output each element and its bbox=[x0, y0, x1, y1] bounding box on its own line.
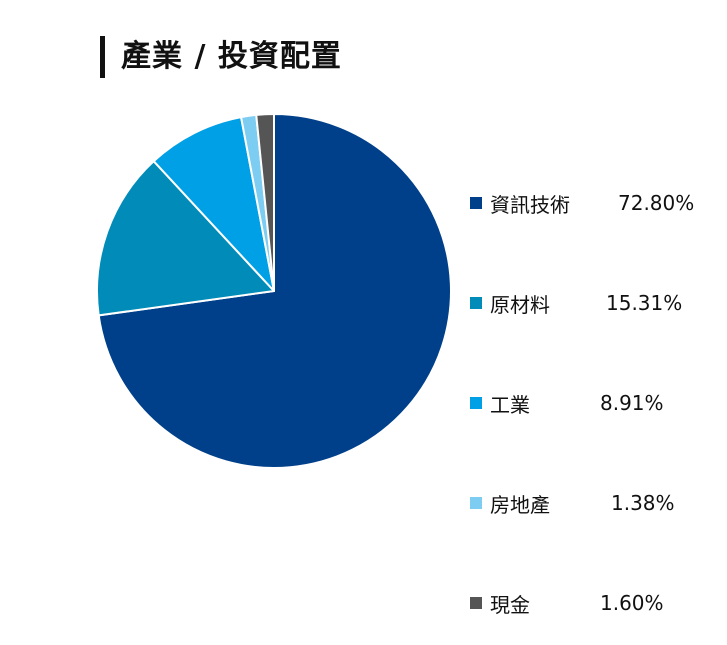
legend-swatch bbox=[470, 497, 482, 509]
legend-item-cash: 現金 1.60% bbox=[470, 589, 710, 617]
legend-value: 1.60% bbox=[600, 591, 664, 615]
legend: 資訊技術 72.80% 原材料 15.31% 工業 8.91% 房地產 1.38… bbox=[470, 0, 720, 645]
legend-label: 房地產 bbox=[490, 492, 550, 517]
legend-label: 工業 bbox=[490, 392, 530, 417]
legend-item-materials: 原材料 15.31% bbox=[470, 289, 710, 317]
legend-item-industrials: 工業 8.91% bbox=[470, 389, 710, 417]
legend-label: 原材料 bbox=[490, 292, 550, 317]
pie-slice-2 bbox=[152, 116, 275, 292]
legend-item-real-estate: 房地產 1.38% bbox=[470, 489, 710, 517]
legend-value: 15.31% bbox=[606, 291, 683, 315]
legend-label: 現金 bbox=[490, 592, 530, 617]
page-title: 產業 / 投資配置 bbox=[121, 39, 342, 74]
pie-chart bbox=[96, 112, 452, 469]
chart-title-block: 產業 / 投資配置 bbox=[100, 36, 342, 78]
legend-swatch bbox=[470, 397, 482, 409]
pie-slice-4 bbox=[255, 112, 275, 292]
legend-value: 72.80% bbox=[618, 191, 695, 215]
legend-value: 8.91% bbox=[600, 391, 664, 415]
legend-swatch bbox=[470, 297, 482, 309]
legend-swatch bbox=[470, 197, 482, 209]
legend-value: 1.38% bbox=[611, 491, 675, 515]
pie-slice-1 bbox=[96, 160, 275, 317]
legend-label: 資訊技術 bbox=[490, 192, 570, 217]
legend-swatch bbox=[470, 597, 482, 609]
title-accent-bar bbox=[100, 36, 105, 78]
legend-item-it: 資訊技術 72.80% bbox=[470, 189, 710, 217]
